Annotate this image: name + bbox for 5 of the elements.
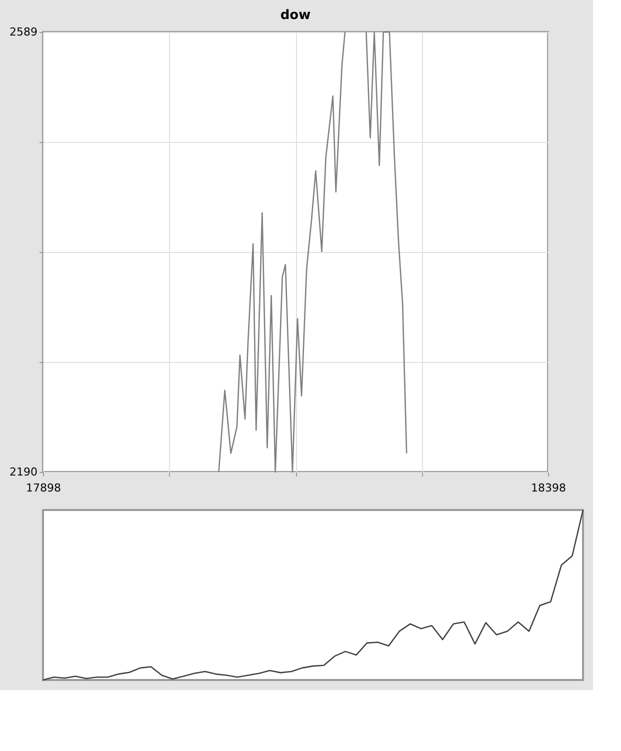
y-tick-label: 2190 [10,466,38,478]
y-tick-label: 2589 [10,26,38,38]
chart-title: dow [280,8,311,23]
x-tick-label: 18398 [531,482,566,494]
x-tick-label: 17898 [26,482,61,494]
